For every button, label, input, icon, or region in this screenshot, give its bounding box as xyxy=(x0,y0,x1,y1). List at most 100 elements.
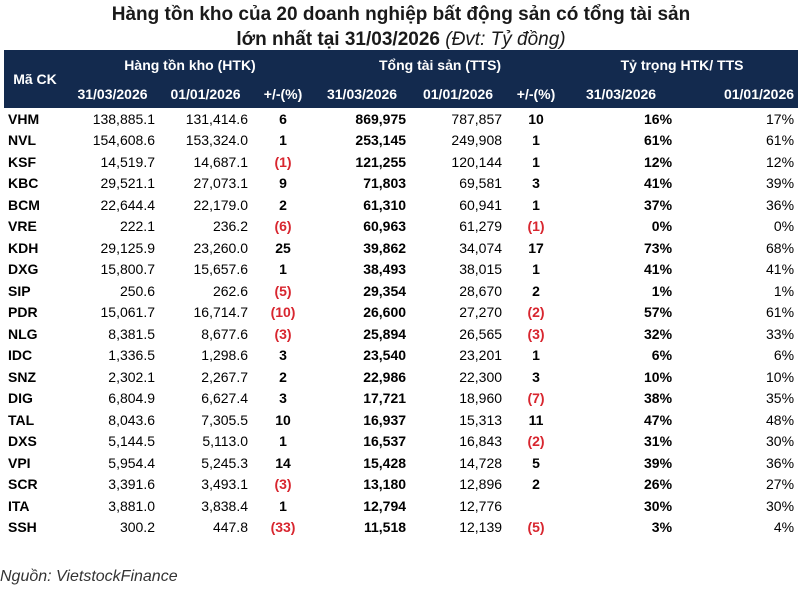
cell-htk-y: 15,657.6 xyxy=(193,261,249,278)
cell-tts-q: 16,537 xyxy=(363,433,407,450)
table-row: IDC 1,336.5 1,298.6 3 23,540 23,201 1 6% 6% xyxy=(4,345,798,367)
cell-tts-q: 253,145 xyxy=(355,132,407,149)
cell-htk-chg: 14 xyxy=(275,454,291,471)
cell-code: ITA xyxy=(8,497,30,514)
cell-htk-chg: (33) xyxy=(270,519,296,536)
cell-r-q: 26% xyxy=(644,476,673,493)
cell-code: KSF xyxy=(8,153,36,170)
cell-htk-chg: 10 xyxy=(275,411,291,428)
header-tts-y: 01/01/2026 xyxy=(410,79,507,108)
cell-r-q: 41% xyxy=(644,175,673,192)
cell-r-y: 30% xyxy=(766,433,795,450)
cell-htk-q: 5,144.5 xyxy=(108,433,155,450)
cell-htk-q: 8,381.5 xyxy=(108,325,155,342)
cell-code: VRE xyxy=(8,218,37,235)
cell-r-q: 12% xyxy=(644,153,673,170)
cell-tts-q: 38,493 xyxy=(363,261,407,278)
cell-tts-chg xyxy=(506,495,566,517)
cell-r-q: 37% xyxy=(644,196,673,213)
cell-code: VHM xyxy=(8,110,40,127)
cell-tts-chg: 1 xyxy=(532,196,540,213)
cell-tts-q: 26,600 xyxy=(363,304,407,321)
cell-r-y: 33% xyxy=(766,325,795,342)
cell-htk-chg: 2 xyxy=(279,368,287,385)
cell-tts-chg: 17 xyxy=(528,239,544,256)
cell-htk-q: 15,061.7 xyxy=(100,304,156,321)
cell-htk-chg: (1) xyxy=(274,153,292,170)
header-htk-y: 01/01/2026 xyxy=(159,79,252,108)
cell-tts-y: 61,279 xyxy=(459,218,503,235)
header-ratio-q: 31/03/2026 xyxy=(566,79,677,108)
cell-htk-y: 131,414.6 xyxy=(185,110,248,127)
cell-code: NLG xyxy=(8,325,38,342)
cell-tts-q: 25,894 xyxy=(363,325,407,342)
table-row: VHM 138,885.1 131,414.6 6 869,975 787,857 10 16… xyxy=(4,108,798,130)
cell-htk-q: 15,800.7 xyxy=(100,261,156,278)
cell-r-q: 38% xyxy=(644,390,673,407)
cell-tts-y: 60,941 xyxy=(459,196,503,213)
header-htk-q: 31/03/2026 xyxy=(66,79,159,108)
cell-htk-q: 29,521.1 xyxy=(100,175,156,192)
cell-code: SCR xyxy=(8,476,38,493)
table-body: VHM 138,885.1 131,414.6 6 869,975 787,857 10 16… xyxy=(4,108,798,538)
cell-tts-y: 249,908 xyxy=(451,132,503,149)
cell-tts-q: 61,310 xyxy=(363,196,407,213)
cell-tts-chg: 3 xyxy=(532,368,540,385)
cell-r-q: 16% xyxy=(644,110,673,127)
cell-r-y: 1% xyxy=(773,282,795,299)
header-tts-change: +/-(%) xyxy=(506,79,567,108)
cell-tts-q: 15,428 xyxy=(363,454,407,471)
cell-tts-q: 121,255 xyxy=(355,153,407,170)
header-row-2: 31/03/2026 01/01/2026 +/-(%) 31/03/2026 … xyxy=(4,79,799,108)
cell-htk-chg: (5) xyxy=(274,282,292,299)
cell-htk-y: 262.6 xyxy=(212,282,248,299)
cell-tts-y: 12,776 xyxy=(459,497,503,514)
cell-htk-q: 22,644.4 xyxy=(100,196,156,213)
cell-tts-chg: 3 xyxy=(532,175,540,192)
header-group-tts: Tổng tài sản (TTS) xyxy=(314,50,567,79)
cell-tts-y: 27,270 xyxy=(459,304,503,321)
cell-tts-chg: (5) xyxy=(527,519,545,536)
cell-r-y: 35% xyxy=(766,390,795,407)
cell-htk-chg: 3 xyxy=(279,347,287,364)
cell-code: TAL xyxy=(8,411,35,428)
cell-htk-y: 5,113.0 xyxy=(202,433,248,450)
cell-tts-y: 69,581 xyxy=(459,175,503,192)
cell-code: VPI xyxy=(8,454,31,471)
cell-r-q: 30% xyxy=(644,497,673,514)
cell-htk-y: 2,267.7 xyxy=(201,368,248,385)
cell-htk-y: 236.2 xyxy=(212,218,248,235)
cell-r-y: 39% xyxy=(766,175,795,192)
cell-r-q: 47% xyxy=(644,411,673,428)
cell-htk-y: 3,838.4 xyxy=(201,497,248,514)
cell-tts-y: 120,144 xyxy=(451,153,503,170)
cell-r-y: 61% xyxy=(766,132,795,149)
cell-tts-y: 787,857 xyxy=(451,110,503,127)
cell-htk-q: 3,881.0 xyxy=(108,497,155,514)
cell-tts-chg: 2 xyxy=(532,476,540,493)
cell-htk-y: 23,260.0 xyxy=(193,239,249,256)
cell-htk-y: 16,714.7 xyxy=(193,304,249,321)
cell-tts-y: 38,015 xyxy=(459,261,503,278)
cell-r-q: 39% xyxy=(644,454,673,471)
table-row: TAL 8,043.6 7,305.5 10 16,937 15,313 11 47% 48% xyxy=(4,409,798,431)
header-row-1: Mã CK Hàng tồn kho (HTK) Tổng tài sản (T… xyxy=(4,50,799,108)
header-group-ratio: Tỷ trọng HTK/ TTS xyxy=(566,50,799,79)
table-title: Hàng tồn kho của 20 doanh nghiệp bất độn… xyxy=(0,2,802,52)
cell-r-q: 41% xyxy=(644,261,673,278)
cell-r-y: 36% xyxy=(766,454,795,471)
cell-htk-y: 1,298.6 xyxy=(201,347,248,364)
cell-r-q: 10% xyxy=(644,368,673,385)
header-tts-q: 31/03/2026 xyxy=(314,79,411,108)
cell-tts-q: 22,986 xyxy=(363,368,407,385)
cell-code: DXG xyxy=(8,261,39,278)
header-htk-change: +/-(%) xyxy=(252,79,315,108)
cell-code: SIP xyxy=(8,282,31,299)
cell-htk-chg: 1 xyxy=(279,497,287,514)
cell-htk-chg: 25 xyxy=(275,239,291,256)
cell-r-y: 27% xyxy=(766,476,795,493)
cell-htk-y: 5,245.3 xyxy=(201,454,248,471)
cell-htk-q: 222.1 xyxy=(119,218,155,235)
table-row: KDH 29,125.9 23,260.0 25 39,862 34,074 17 73% 68… xyxy=(4,237,798,259)
cell-htk-q: 3,391.6 xyxy=(108,476,155,493)
